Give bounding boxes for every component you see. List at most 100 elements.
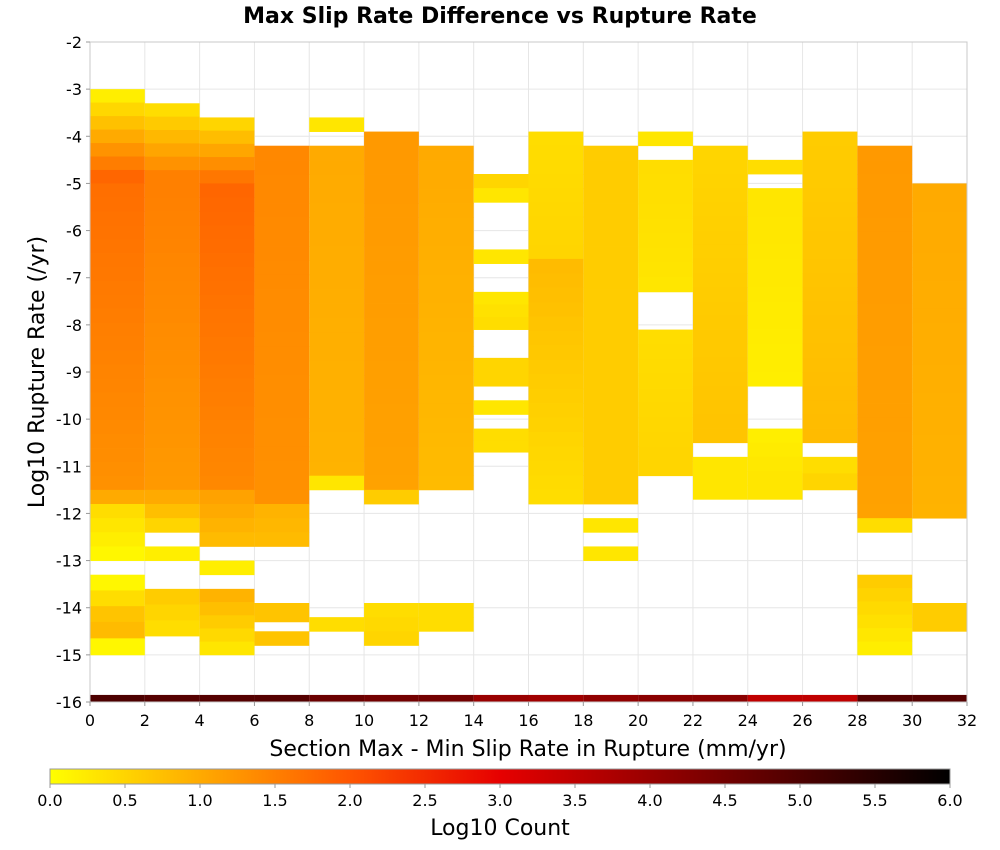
- heatmap-cell: [747, 230, 803, 246]
- heatmap-cell: [528, 202, 584, 217]
- heatmap-cell: [254, 303, 310, 319]
- heatmap-cell: [364, 432, 419, 448]
- heatmap-cell: [90, 308, 145, 324]
- heatmap-cell: [418, 188, 474, 204]
- heatmap-cell: [802, 357, 858, 373]
- heatmap-cell: [528, 216, 584, 231]
- heatmap-cell: [583, 160, 639, 175]
- heatmap-cell: [364, 461, 419, 476]
- heatmap-cell: [583, 346, 639, 362]
- x-tick-label: 26: [792, 711, 812, 730]
- heatmap-cell: [90, 89, 145, 104]
- heatmap-cell: [309, 418, 365, 434]
- heatmap-cell: [857, 346, 913, 361]
- heatmap-cell: [254, 317, 310, 333]
- x-tick-label: 18: [573, 711, 593, 730]
- heatmap-cell: [692, 414, 748, 429]
- heatmap-cell: [857, 489, 913, 505]
- heatmap-cell: [473, 249, 529, 264]
- heatmap-cell: [144, 253, 200, 268]
- heatmap-cell: [144, 116, 200, 131]
- colorbar-tick-label: 4.0: [637, 791, 662, 810]
- heatmap-cell: [473, 188, 529, 203]
- heatmap-cell: [638, 388, 693, 404]
- heatmap-cell: [364, 188, 419, 204]
- heatmap-cell: [802, 456, 858, 474]
- y-tick-label: -5: [66, 174, 82, 193]
- heatmap-cell: [364, 274, 419, 290]
- heatmap-cell: [528, 388, 584, 404]
- heatmap-cell: [418, 418, 474, 433]
- heatmap-cell: [473, 174, 529, 189]
- heatmap-cell: [418, 461, 474, 476]
- colorbar-tick-label: 2.5: [412, 791, 437, 810]
- heatmap-cell: [254, 475, 310, 491]
- heatmap-cell: [309, 617, 365, 632]
- heatmap-cell: [912, 364, 967, 380]
- heatmap-cell: [692, 456, 748, 472]
- heatmap-cell: [199, 117, 255, 132]
- heatmap-cell: [473, 317, 529, 330]
- heatmap-cell: [912, 308, 967, 324]
- heatmap-cell: [583, 418, 639, 433]
- heatmap-cell: [912, 462, 967, 477]
- heatmap-cell: [583, 260, 639, 276]
- heatmap-cell: [90, 489, 145, 505]
- heatmap-cell: [418, 603, 474, 618]
- heatmap-cell: [912, 211, 967, 226]
- x-tick-label: 14: [464, 711, 484, 730]
- heatmap-cell-baseline: [199, 694, 255, 702]
- colorbar-tick-label: 6.0: [937, 791, 962, 810]
- heatmap-cell: [90, 350, 145, 365]
- heatmap-cell: [199, 225, 255, 240]
- heatmap-cell-baseline: [473, 694, 529, 702]
- heatmap-cell: [418, 217, 474, 233]
- heatmap-cell: [199, 294, 255, 310]
- heatmap-cell: [144, 620, 200, 637]
- heatmap-cell: [638, 373, 693, 389]
- heatmap-cell: [199, 406, 255, 421]
- heatmap-cell: [90, 420, 145, 435]
- heatmap-cell: [90, 183, 145, 198]
- heatmap-cell: [802, 343, 858, 359]
- heatmap-cell: [144, 294, 200, 310]
- heatmap-cell: [254, 332, 310, 347]
- heatmap-cell: [912, 490, 967, 505]
- heatmap-cell: [199, 130, 255, 145]
- heatmap-cell: [802, 258, 858, 274]
- heatmap-cell: [199, 560, 255, 576]
- heatmap-cell: [199, 475, 255, 491]
- heatmap-cell: [90, 434, 145, 449]
- heatmap-cell: [528, 188, 584, 203]
- heatmap-cell: [473, 357, 529, 373]
- y-tick-label: -11: [56, 457, 82, 476]
- heatmap-cell: [857, 503, 913, 519]
- heatmap-cell: [144, 239, 200, 254]
- heatmap-cell: [418, 289, 474, 304]
- heatmap-cell: [802, 329, 858, 345]
- heatmap-cell: [802, 315, 858, 330]
- heatmap-cell: [199, 267, 255, 282]
- heatmap-cell: [90, 590, 145, 607]
- heatmap-cell: [638, 262, 693, 278]
- heatmap-cell: [528, 403, 584, 418]
- heatmap-cell: [309, 231, 365, 247]
- x-tick-label: 4: [195, 711, 205, 730]
- heatmap-cell: [583, 518, 639, 533]
- heatmap-cell: [638, 431, 693, 447]
- heatmap-cell: [254, 446, 310, 462]
- heatmap-cell: [638, 131, 693, 147]
- heatmap-cell: [747, 456, 803, 472]
- heatmap-cell: [199, 504, 255, 519]
- heatmap-cell: [364, 217, 419, 233]
- heatmap-cell: [364, 203, 419, 218]
- heatmap-cell: [90, 378, 145, 393]
- heatmap-cell: [857, 188, 913, 204]
- heatmap-cell: [199, 462, 255, 477]
- heatmap-cell: [912, 239, 967, 254]
- heatmap-cell: [802, 287, 858, 302]
- heatmap-cell: [144, 420, 200, 435]
- heatmap-cell: [857, 403, 913, 419]
- y-tick-label: -7: [66, 269, 82, 288]
